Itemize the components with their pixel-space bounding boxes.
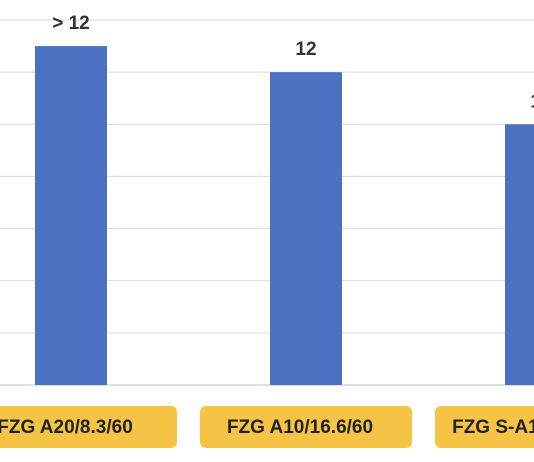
category-box xyxy=(0,406,177,448)
bar xyxy=(270,72,342,386)
bar xyxy=(35,46,107,385)
category-box xyxy=(200,406,412,448)
x-tick-label: FZG A10/16.6/60 xyxy=(227,417,373,438)
value-label: > 12 xyxy=(52,13,90,34)
bar xyxy=(505,124,534,386)
category-box xyxy=(435,406,534,448)
x-tick-label: FZG A20/8.3/60 xyxy=(0,417,133,438)
value-label: 12 xyxy=(295,39,316,60)
value-label: 10 xyxy=(530,91,534,112)
x-tick-label: FZG S-A10/16.6/60 xyxy=(452,417,534,438)
